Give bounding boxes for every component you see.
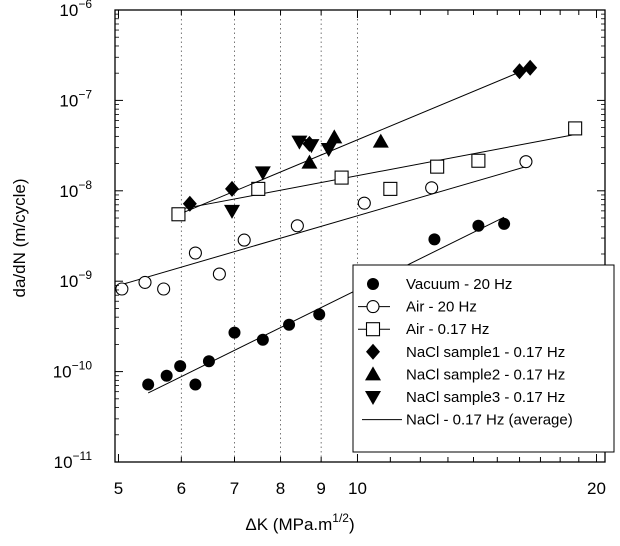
data-point (225, 180, 240, 197)
y-tick-label: 10−8 (59, 178, 92, 201)
y-tick-label-exponent: −11 (73, 449, 93, 463)
legend-marker (365, 322, 381, 337)
data-point (357, 196, 371, 210)
data-point (512, 63, 527, 80)
data-point (160, 369, 173, 382)
legend-label: Air - 20 Hz (406, 299, 477, 316)
data-point (313, 308, 326, 321)
data-point (283, 318, 296, 331)
data-point (301, 154, 318, 169)
y-tick-label-exponent: −8 (78, 178, 92, 192)
legend-label: NaCl sample2 - 0.17 Hz (406, 366, 565, 383)
y-tick-label: 10−7 (59, 87, 92, 110)
x-tick-label: 6 (177, 479, 186, 498)
data-point (256, 333, 269, 346)
x-tick-label: 10 (348, 479, 367, 498)
data-point (471, 153, 486, 168)
legend-item: NaCl - 0.17 Hz (average) (362, 412, 573, 429)
legend-item: NaCl sample2 - 0.17 Hz (365, 366, 565, 383)
y-tick-label: 10−10 (53, 359, 93, 382)
data-point (182, 195, 197, 212)
series-layer (115, 59, 583, 391)
legend-label: NaCl sample3 - 0.17 Hz (406, 389, 565, 406)
data-point (430, 159, 445, 174)
y-tick-label-base: 10 (59, 1, 78, 20)
x-axis-title: ΔK (MPa.m1/2) (245, 511, 354, 534)
y-tick-label-base: 10 (59, 91, 78, 110)
data-point (334, 170, 349, 185)
y-tick-label: 10−11 (54, 449, 93, 472)
x-tick-label: 5 (114, 479, 123, 498)
x-axis-title-superscript: 1/2 (332, 511, 349, 525)
legend-item: NaCl sample1 - 0.17 Hz (366, 343, 565, 361)
data-point (372, 133, 389, 148)
data-point (303, 139, 320, 154)
y-tick-label-base: 10 (59, 182, 78, 201)
legend-box (352, 264, 615, 453)
y-tick-label-base: 10 (53, 363, 72, 382)
data-point (254, 166, 271, 181)
data-point (189, 378, 202, 391)
fit-line (178, 133, 576, 211)
y-tick-label-exponent: −9 (78, 268, 92, 282)
plot-frame (114, 9, 606, 463)
average-fit-line (184, 67, 531, 213)
data-point (157, 282, 171, 296)
data-point (237, 233, 251, 247)
data-point (568, 121, 583, 136)
data-point (142, 378, 155, 391)
data-point (425, 181, 439, 195)
legend-marker (366, 300, 380, 314)
x-tick-label: 7 (230, 479, 239, 498)
y-tick-label-base: 10 (54, 453, 73, 472)
legend: Vacuum - 20 Hz Air - 20 Hz Air - 0.17 Hz Na… (352, 264, 615, 453)
y-axis-title: da/dN (m/cycle) (10, 178, 29, 297)
data-point (428, 233, 441, 246)
legend-label: NaCl sample1 - 0.17 Hz (406, 344, 565, 361)
data-point (202, 355, 215, 368)
legend-item: Vacuum - 20 Hz (367, 276, 512, 293)
legend-label: NaCl - 0.17 Hz (average) (406, 412, 573, 429)
data-point (251, 181, 266, 196)
x-tick-label: 8 (276, 479, 285, 498)
data-point (291, 135, 308, 150)
y-tick-label: 10−6 (59, 0, 92, 20)
legend-marker (365, 366, 381, 381)
data-point (224, 204, 241, 219)
legend-item: NaCl sample3 - 0.17 Hz (365, 389, 565, 406)
legend-marker (366, 343, 380, 360)
data-point (320, 142, 337, 157)
data-point (519, 155, 533, 169)
data-point (326, 129, 343, 144)
y-tick-label: 10−9 (59, 268, 92, 291)
data-point (383, 181, 398, 196)
y-tick-label-base: 10 (59, 272, 78, 291)
data-point (115, 282, 129, 296)
data-point (212, 267, 226, 281)
y-tick-label-exponent: −6 (78, 0, 92, 11)
x-tick-label: 9 (316, 479, 325, 498)
y-tick-label-exponent: −7 (78, 87, 92, 101)
y-tick-label-exponent: −10 (72, 359, 93, 373)
data-point (498, 217, 511, 230)
legend-label: Air - 0.17 Hz (406, 321, 489, 338)
fit-line (121, 166, 527, 285)
grid-layer (180, 10, 358, 462)
legend-marker (365, 391, 381, 405)
data-point (290, 219, 304, 233)
data-point (171, 207, 186, 222)
legend-label: Vacuum - 20 Hz (406, 276, 512, 293)
data-point (138, 275, 152, 289)
data-point (228, 326, 241, 339)
x-tick-label: 20 (587, 479, 606, 498)
data-point (472, 219, 485, 232)
legend-item: Air - 20 Hz (358, 299, 477, 316)
data-point (174, 360, 187, 373)
legend-item: Air - 0.17 Hz (358, 321, 489, 338)
data-point (188, 246, 202, 260)
legend-marker (367, 278, 379, 290)
